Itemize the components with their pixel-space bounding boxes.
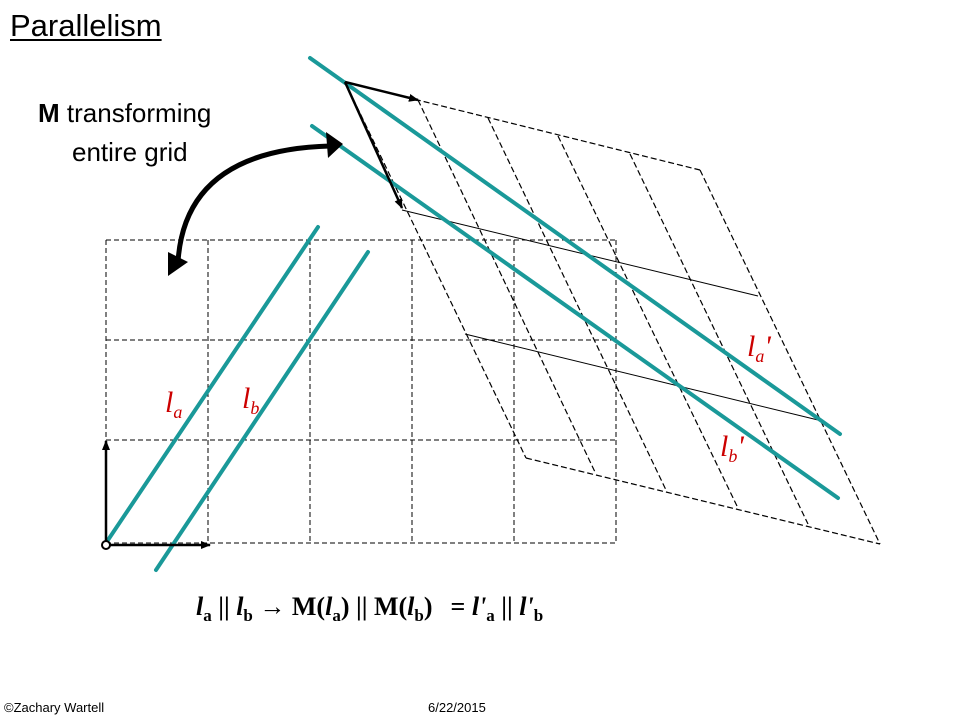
footer-author: ©Zachary Wartell [4,700,105,715]
footer-date: 6/22/2015 [428,700,486,715]
original-basis-vectors [102,440,211,549]
diagram-caption: M transforming entire grid [38,94,211,172]
label-la-prime: la' [747,330,771,366]
caption-line1: transforming [59,98,212,128]
origin-point [101,540,111,550]
transformed-grid [344,81,881,545]
transformed-basis-vectors [343,80,419,209]
line-la [104,225,320,545]
parallelism-equation: la || lb → M(la) || M(lb) = l'a || l'b [196,592,544,626]
label-lb-prime: lb' [720,430,744,466]
matrix-symbol: M [38,98,60,128]
line-lb [154,250,370,572]
label-lb: lb [242,382,259,418]
line-lb-prime [310,124,840,500]
page-title: Parallelism [10,8,162,43]
caption-line2: entire grid [72,137,188,167]
transform-arrow [168,132,343,276]
line-la-prime [308,56,842,436]
transformed-grid-rows [401,209,819,421]
parallel-lines [104,56,842,572]
label-la: la [165,386,182,422]
